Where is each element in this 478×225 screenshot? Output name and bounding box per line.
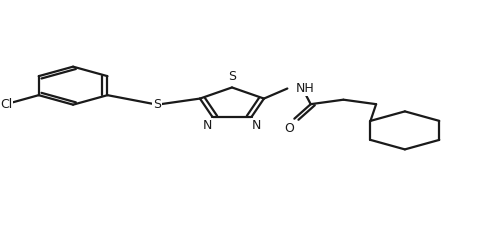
Text: NH: NH [295,82,314,94]
Text: N: N [252,119,261,132]
Text: S: S [228,70,236,83]
Text: N: N [203,119,212,132]
Text: S: S [153,98,161,111]
Text: O: O [285,122,294,135]
Text: Cl: Cl [0,98,12,111]
